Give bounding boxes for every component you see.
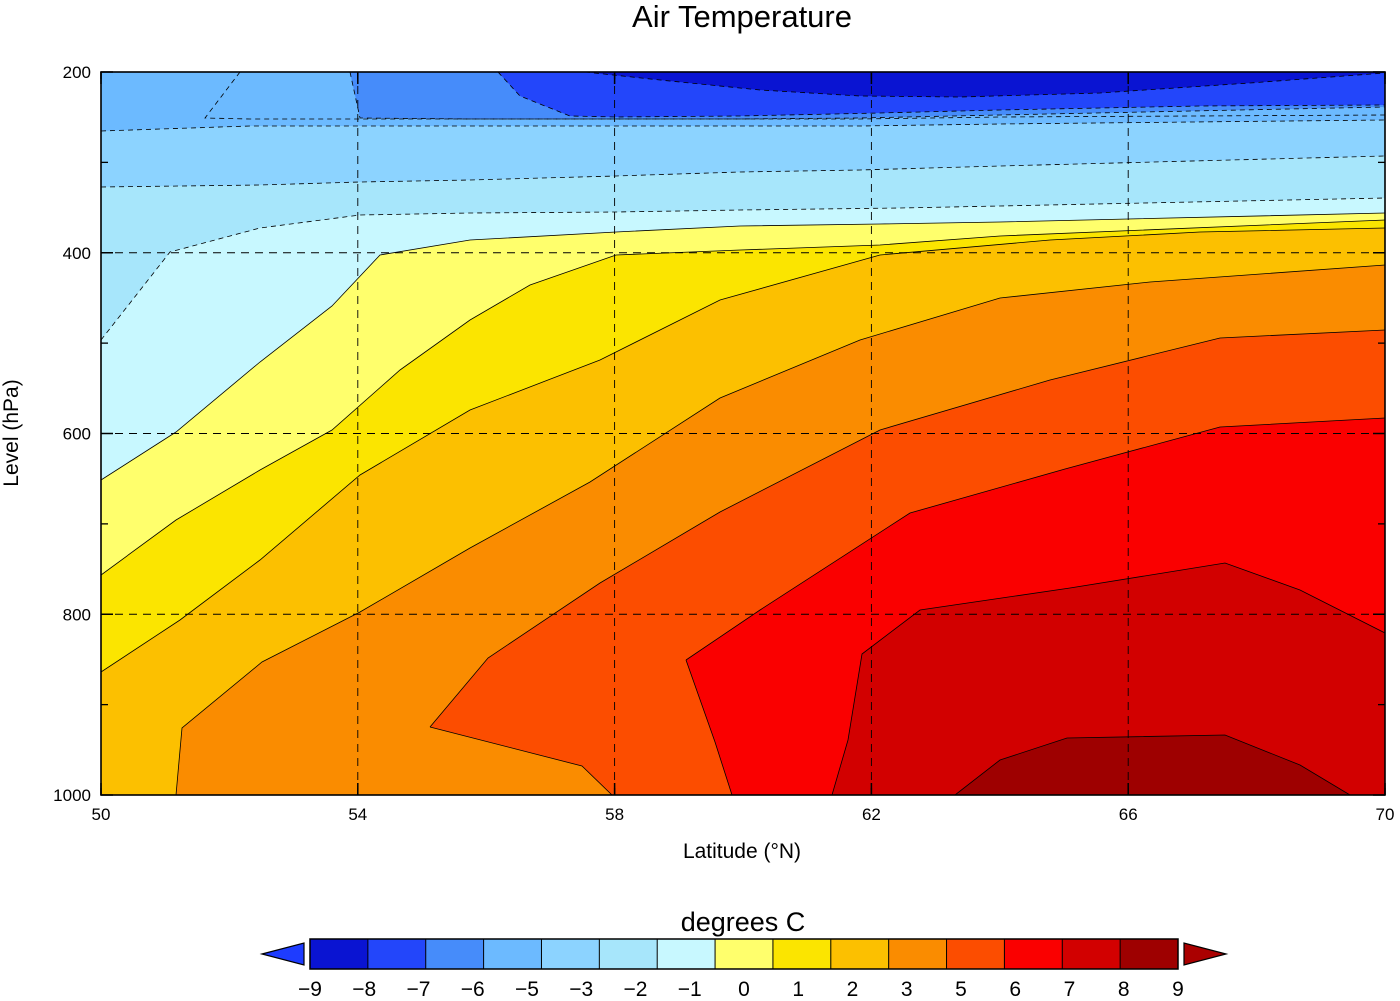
y-tick-label: 800: [63, 605, 91, 624]
band-0to1: [101, 213, 1385, 575]
contour-field: [101, 72, 1385, 795]
y-tick-label: 600: [63, 425, 91, 444]
colorbar-tick-label: −3: [569, 978, 593, 1001]
y-tick-label: 200: [63, 63, 91, 82]
colorbar-tick-label: 2: [847, 978, 859, 1001]
colorbar-frame: [309, 938, 1179, 970]
x-tick-label: 62: [862, 805, 881, 824]
y-axis-label: Level (hPa): [0, 379, 23, 486]
colorbar-tick-label: −7: [407, 978, 431, 1001]
colorbar-over-arrow: [1183, 942, 1229, 966]
colorbar-swatch: [946, 939, 1005, 969]
band-neg9to-8: [585, 72, 1385, 97]
colorbar-tick-label: 8: [1118, 978, 1130, 1001]
colorbar: −9 −8 −7 −6 −5 −3 −2 −1 0 1 2 3 5 6 7 8 9: [259, 938, 1229, 1001]
colorbar-tick-label: 5: [955, 978, 967, 1001]
grid: [101, 72, 1385, 795]
y-tick-label: 400: [63, 244, 91, 263]
colorbar-swatch: [599, 939, 658, 969]
colorbar-tick-label: −1: [678, 978, 702, 1001]
chart-title: Air Temperature: [632, 0, 852, 34]
contour-lines-negative: [101, 72, 1385, 341]
x-tick-label: 70: [1376, 805, 1395, 824]
colorbar-tick-label: −2: [624, 978, 648, 1001]
band-1to2: [101, 220, 1385, 795]
x-tick-label: 54: [348, 805, 367, 824]
colorbar-swatch: [1120, 939, 1179, 969]
colorbar-tick-label: −5: [515, 978, 539, 1001]
colorbar-swatch: [310, 939, 369, 969]
colorbar-tick-label: 1: [792, 978, 804, 1001]
colorbar-tick-label: 6: [1009, 978, 1021, 1001]
colorbar-tick-label: −8: [352, 978, 376, 1001]
colorbar-swatch: [425, 939, 485, 969]
y-axis: 200 400 600 800 1000: [53, 63, 1385, 805]
colorbar-swatch: [657, 939, 716, 969]
colorbar-tick-label: −9: [298, 978, 322, 1001]
colorbar-swatch: [830, 939, 890, 969]
colorbar-label: degrees C: [681, 907, 806, 937]
colorbar-swatch: [772, 939, 832, 969]
colorbar-swatch: [483, 939, 542, 969]
x-tick-label: 50: [92, 805, 111, 824]
colorbar-swatch: [715, 939, 774, 969]
contour-lines: [101, 212, 1385, 795]
colorbar-tick-label: 7: [1064, 978, 1076, 1001]
colorbar-tick-label: 3: [901, 978, 913, 1001]
colorbar-swatch: [367, 939, 427, 969]
x-tick-label: 58: [605, 805, 624, 824]
x-tick-label: 66: [1119, 805, 1138, 824]
colorbar-tick-label: 0: [738, 978, 750, 1001]
colorbar-swatch: [541, 939, 600, 969]
colorbar-swatch: [1004, 939, 1063, 969]
x-axis-label: Latitude (°N): [683, 840, 801, 863]
colorbar-tick-label: −6: [461, 978, 485, 1001]
x-axis: 50 54 58 62 66 70: [92, 72, 1395, 824]
band-8to9: [955, 735, 1350, 795]
colorbar-tick-label: 9: [1172, 978, 1184, 1001]
colorbar-under-arrow: [259, 942, 305, 966]
y-tick-label: 1000: [53, 786, 91, 805]
colorbar-swatch: [888, 939, 948, 969]
colorbar-swatch: [1062, 939, 1121, 969]
band-7to8: [832, 563, 1385, 795]
